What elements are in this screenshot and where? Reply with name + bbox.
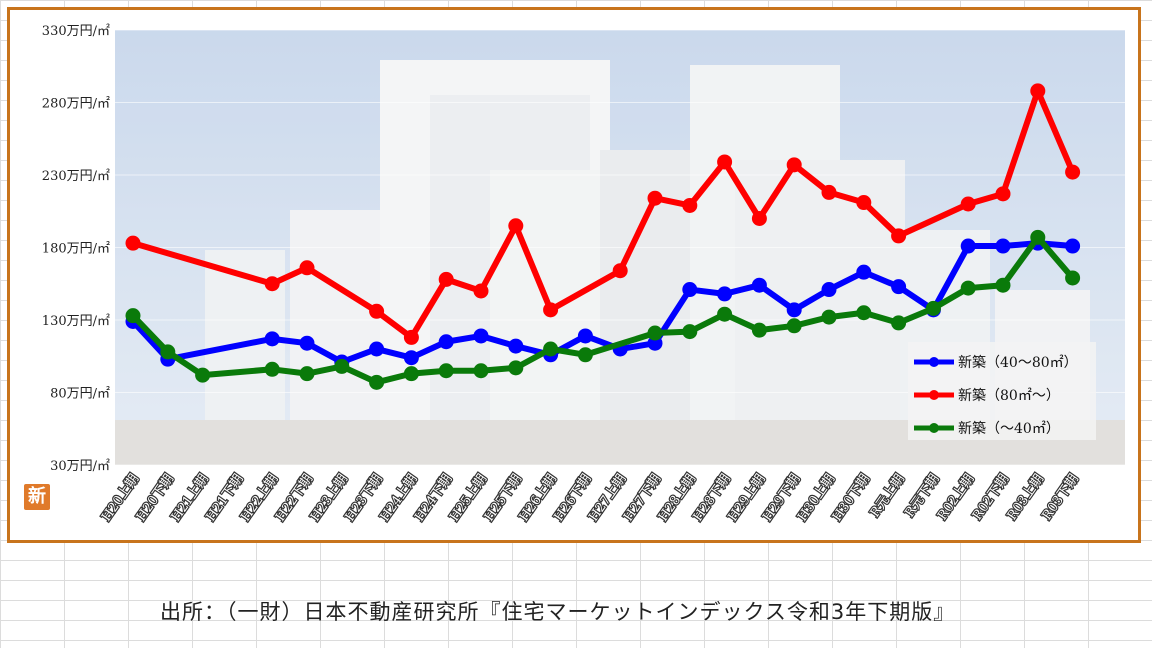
data-point: [682, 324, 698, 340]
data-point: [856, 264, 872, 280]
legend-label: 新築（40～80㎡）: [958, 355, 1078, 371]
legend-label: 新築（～40㎡）: [958, 421, 1060, 437]
data-point: [508, 218, 524, 234]
data-point: [1065, 270, 1081, 286]
legend-swatch-marker: [929, 423, 939, 433]
data-point: [473, 283, 489, 299]
data-point: [995, 277, 1011, 293]
series-2: [125, 83, 1081, 345]
series-group: [125, 83, 1081, 390]
data-point: [125, 235, 141, 251]
y-tick-label: 130万円/㎡: [42, 314, 110, 329]
data-point: [1065, 238, 1081, 254]
legend: 新築（40～80㎡） 新築（80㎡～） 新築（～40㎡）: [908, 342, 1096, 440]
data-point: [717, 286, 733, 302]
data-point: [856, 305, 872, 321]
data-point: [891, 279, 907, 295]
data-point: [821, 184, 837, 200]
series-line: [132, 87, 1076, 341]
data-point: [299, 335, 315, 351]
data-point: [577, 347, 593, 363]
data-point: [960, 196, 976, 212]
legend-label: 新築（80㎡～）: [958, 388, 1060, 404]
data-point: [960, 280, 976, 296]
data-point: [543, 302, 559, 318]
data-point: [125, 308, 141, 324]
y-axis-tick-labels: 30万円/㎡ 80万円/㎡ 130万円/㎡ 180万円/㎡ 230万円/㎡ 280万円/㎡…: [42, 24, 110, 474]
data-point: [403, 366, 419, 382]
data-point: [264, 361, 280, 377]
legend-swatch-marker: [929, 357, 939, 367]
data-point: [1065, 164, 1081, 180]
data-point: [438, 363, 454, 379]
y-tick-label: 230万円/㎡: [42, 169, 110, 184]
series-3: [125, 229, 1081, 390]
data-point: [369, 341, 385, 357]
y-tick-label: 330万円/㎡: [42, 24, 110, 39]
data-point: [438, 271, 454, 287]
data-point: [751, 322, 767, 338]
data-point: [508, 338, 524, 354]
x-tick-label: R元上期: [868, 472, 908, 521]
data-point: [751, 277, 767, 293]
data-point: [160, 344, 176, 360]
y-tick-label: 80万円/㎡: [50, 387, 110, 402]
x-axis-tick-labels: H20上期H20下期H21上期H21下期H22上期H22下期H23上期H23下期…: [98, 470, 1083, 525]
data-point: [647, 325, 663, 341]
data-point: [751, 211, 767, 226]
source-caption: 出所：（一財）日本不動産研究所『住宅マーケットインデックス令和3年下期版』: [160, 600, 956, 624]
data-point: [821, 282, 837, 298]
data-point: [334, 358, 350, 374]
x-tick-label: R03下期: [1040, 472, 1082, 523]
data-point: [717, 306, 733, 322]
data-point: [925, 300, 941, 316]
data-point: [821, 309, 837, 325]
data-point: [1030, 229, 1046, 245]
data-point: [960, 238, 976, 254]
data-point: [891, 228, 907, 244]
data-point: [369, 303, 385, 319]
data-point: [403, 350, 419, 366]
data-point: [264, 331, 280, 347]
data-point: [195, 367, 211, 383]
data-point: [856, 195, 872, 211]
data-point: [717, 154, 733, 170]
data-point: [786, 318, 802, 334]
y-tick-label: 280万円/㎡: [42, 97, 110, 112]
data-point: [473, 363, 489, 379]
data-point: [299, 366, 315, 382]
data-point: [543, 341, 559, 357]
new-badge-icon: 新: [24, 484, 50, 510]
y-tick-label: 30万円/㎡: [50, 459, 110, 474]
data-point: [508, 360, 524, 376]
data-point: [786, 157, 802, 173]
data-point: [1030, 83, 1046, 99]
legend-box: [908, 342, 1096, 440]
y-tick-label: 180万円/㎡: [42, 242, 110, 257]
data-point: [682, 197, 698, 213]
data-point: [612, 263, 628, 279]
legend-swatch-marker: [929, 390, 939, 400]
data-point: [682, 282, 698, 298]
data-point: [995, 238, 1011, 254]
data-point: [647, 190, 663, 206]
data-point: [995, 186, 1011, 202]
data-point: [438, 334, 454, 350]
data-point: [299, 260, 315, 276]
data-point: [264, 276, 280, 292]
data-point: [577, 328, 593, 344]
data-point: [403, 329, 419, 345]
data-point: [369, 374, 385, 390]
data-point: [473, 328, 489, 344]
data-point: [891, 315, 907, 331]
data-point: [786, 302, 802, 318]
